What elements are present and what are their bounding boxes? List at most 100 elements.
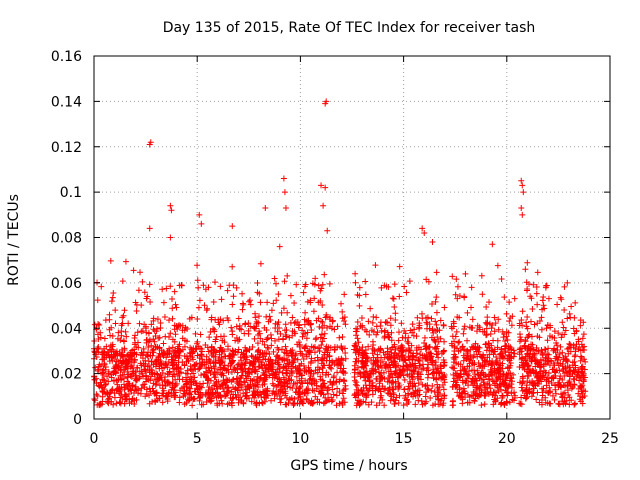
data-point-marker — [166, 317, 173, 324]
data-point-marker — [187, 352, 194, 359]
data-point-marker — [401, 376, 408, 383]
data-point-marker — [525, 370, 532, 377]
data-point-marker — [122, 365, 129, 372]
data-point-marker — [221, 362, 228, 369]
data-point-marker — [391, 303, 398, 310]
data-point-marker — [331, 360, 338, 367]
data-point-marker — [373, 383, 380, 390]
data-point-marker — [474, 353, 481, 360]
data-point-marker — [376, 399, 383, 406]
data-point-marker — [453, 381, 460, 388]
data-point-marker — [459, 396, 466, 403]
data-point-marker — [191, 374, 198, 381]
data-point-marker — [479, 354, 486, 361]
data-point-marker — [208, 343, 215, 350]
data-point-marker — [393, 369, 400, 376]
data-point-marker — [226, 282, 233, 289]
data-point-marker — [143, 295, 150, 302]
data-point-marker — [507, 360, 514, 366]
data-point-marker — [196, 365, 203, 372]
data-point-marker — [559, 376, 566, 383]
data-point-marker — [293, 389, 300, 396]
data-point-marker — [254, 356, 261, 363]
data-point-marker — [280, 364, 287, 371]
data-point-marker — [220, 385, 227, 392]
data-point-marker — [150, 317, 157, 324]
data-point-marker — [106, 390, 113, 397]
data-point-marker — [198, 384, 205, 391]
data-point-marker — [142, 372, 149, 379]
data-point-marker — [435, 369, 442, 376]
data-point-marker — [550, 347, 557, 354]
data-point-marker — [302, 309, 309, 316]
data-point-marker — [517, 345, 524, 352]
data-point-marker — [369, 319, 376, 326]
data-point-marker — [390, 359, 397, 366]
data-point-marker — [276, 243, 283, 250]
data-point-marker — [438, 375, 445, 382]
data-point-marker — [259, 338, 266, 345]
data-point-marker — [369, 391, 376, 398]
data-point-marker — [559, 363, 566, 370]
data-point-marker — [205, 390, 212, 397]
data-point-marker — [352, 270, 359, 277]
data-point-marker — [556, 375, 563, 382]
data-point-marker — [388, 393, 395, 400]
data-point-marker — [457, 373, 464, 380]
x-tick-label: 0 — [90, 431, 99, 447]
data-point-marker — [121, 338, 128, 345]
data-point-marker — [303, 335, 310, 342]
data-point-marker — [121, 386, 128, 393]
data-point-marker — [318, 318, 325, 325]
data-point-marker — [556, 367, 563, 374]
data-point-marker — [251, 335, 258, 342]
data-point-marker — [102, 363, 109, 370]
data-point-marker — [93, 348, 100, 355]
data-point-marker — [409, 329, 416, 336]
data-point-marker — [424, 314, 431, 321]
data-point-marker — [169, 305, 176, 312]
data-point-marker — [537, 356, 544, 363]
data-point-marker — [342, 321, 349, 328]
data-point-marker — [103, 352, 110, 359]
data-point-marker — [95, 321, 102, 328]
data-point-marker — [494, 344, 501, 351]
data-point-marker — [424, 374, 431, 381]
data-point-marker — [553, 339, 560, 346]
data-point-marker — [538, 326, 545, 333]
data-point-marker — [280, 382, 287, 389]
data-point-marker — [419, 381, 426, 388]
data-point-marker — [482, 390, 489, 397]
data-point-marker — [245, 366, 252, 373]
data-point-marker — [461, 293, 468, 300]
data-point-marker — [510, 347, 517, 354]
data-point-marker — [171, 338, 178, 345]
data-point-marker — [498, 345, 505, 352]
data-point-marker — [194, 277, 201, 284]
data-point-marker — [115, 329, 122, 336]
data-point-marker — [410, 353, 417, 360]
data-point-marker — [534, 373, 541, 380]
data-point-marker — [472, 340, 479, 347]
data-point-marker — [318, 356, 325, 363]
data-point-marker — [117, 367, 124, 374]
data-point-marker — [127, 353, 134, 360]
data-point-marker — [295, 324, 302, 331]
data-point-marker — [484, 321, 491, 328]
data-point-marker — [489, 361, 496, 368]
data-point-marker — [173, 304, 180, 311]
data-point-marker — [128, 387, 135, 394]
data-point-marker — [206, 357, 213, 364]
data-point-marker — [409, 383, 416, 390]
data-point-marker — [353, 342, 360, 349]
data-point-marker — [310, 370, 317, 377]
data-point-marker — [486, 299, 493, 306]
data-point-marker — [395, 400, 402, 407]
data-point-marker — [341, 318, 348, 325]
data-point-marker — [441, 373, 448, 380]
data-point-marker — [254, 340, 261, 347]
data-point-marker — [321, 330, 328, 337]
data-point-marker — [303, 351, 310, 358]
data-point-marker — [533, 396, 540, 403]
data-point-marker — [136, 320, 143, 327]
